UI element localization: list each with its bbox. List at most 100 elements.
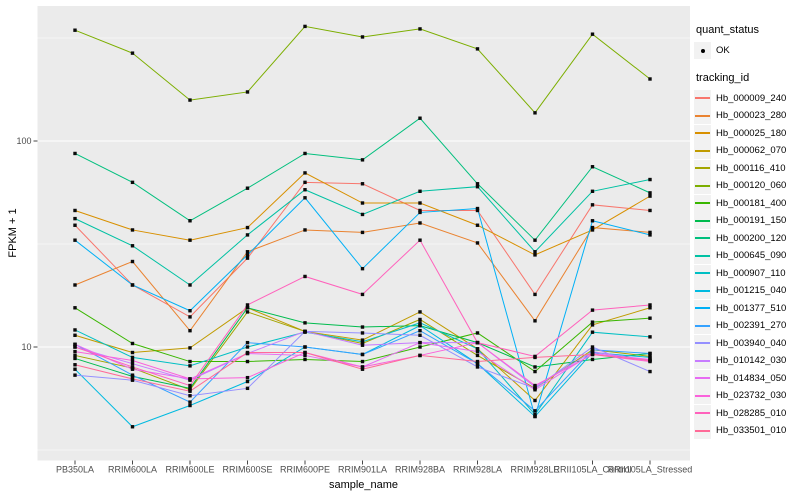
x-tick-label: RRIM600SE <box>222 465 272 475</box>
data-point <box>648 194 652 198</box>
legend-line-icon <box>695 254 710 257</box>
legend-line-icon <box>695 412 710 415</box>
data-point <box>130 365 135 369</box>
data-point <box>73 208 77 213</box>
legend-key-swatch <box>694 422 711 440</box>
data-point <box>245 250 250 254</box>
data-point <box>73 283 77 287</box>
x-axis-title: sample_name <box>328 479 399 491</box>
data-point <box>533 412 537 417</box>
data-point <box>590 203 595 207</box>
data-point <box>360 230 365 235</box>
x-tick-label: RRIM928LA <box>453 465 502 475</box>
legend-key-swatch <box>694 334 711 352</box>
data-point <box>648 369 652 374</box>
data-point <box>418 340 422 345</box>
data-point <box>188 359 192 364</box>
legend-key-swatch <box>694 142 711 160</box>
data-point <box>418 201 422 205</box>
data-point <box>245 375 250 380</box>
data-point <box>418 323 422 328</box>
data-point <box>73 328 77 332</box>
data-point <box>303 24 307 29</box>
x-tick-label: RRII105LA_Stressed <box>608 465 693 475</box>
data-point <box>590 189 595 193</box>
data-point <box>303 345 307 349</box>
data-point <box>648 191 652 195</box>
x-tick-label: PB350LA <box>56 465 94 475</box>
data-point <box>303 274 307 279</box>
point-marker-icon <box>700 48 705 53</box>
data-point <box>648 208 652 213</box>
data-point <box>188 400 192 404</box>
data-point <box>475 365 480 369</box>
legend-item-Hb_003940_040: Hb_003940_040 <box>694 334 800 353</box>
data-point <box>245 386 250 391</box>
data-point <box>130 244 135 248</box>
legend-item-Hb_000009_240: Hb_000009_240 <box>694 89 800 108</box>
legend-key-ok <box>694 42 711 60</box>
data-point <box>533 238 537 242</box>
legend-item-Hb_000181_400: Hb_000181_400 <box>694 194 800 213</box>
data-point <box>590 323 595 327</box>
data-point <box>73 342 77 347</box>
legend-key-swatch <box>694 212 711 230</box>
x-tick-label: RRIM901LA <box>338 465 387 475</box>
legend-line-icon <box>695 272 710 275</box>
data-point <box>590 219 595 223</box>
data-point <box>73 223 77 227</box>
data-point <box>533 253 537 257</box>
data-point <box>303 228 307 232</box>
data-point <box>245 90 250 94</box>
data-point <box>73 349 77 354</box>
data-point <box>245 233 250 237</box>
data-point <box>130 373 135 377</box>
data-point <box>533 369 537 374</box>
data-point <box>533 409 537 413</box>
data-point <box>245 253 250 257</box>
data-point <box>360 292 365 297</box>
data-point <box>648 351 652 356</box>
data-point <box>188 98 192 102</box>
legend-item-Hb_001377_510: Hb_001377_510 <box>694 299 800 318</box>
data-point <box>245 303 250 307</box>
legend-item-Hb_028285_010: Hb_028285_010 <box>694 404 800 423</box>
legend-label: Hb_023732_030 <box>716 390 787 402</box>
data-point <box>648 316 652 320</box>
data-point <box>130 367 135 371</box>
y-tick-label: 10 <box>21 342 31 352</box>
data-point <box>360 212 365 217</box>
legend-label: Hb_000116_410 <box>716 162 786 174</box>
legend-item-Hb_000025_180: Hb_000025_180 <box>694 124 800 143</box>
legend-key-swatch <box>694 299 711 317</box>
data-point <box>533 398 537 403</box>
data-point <box>130 355 135 360</box>
data-point <box>188 389 192 393</box>
data-point <box>73 333 77 337</box>
legend-label: Hb_000181_400 <box>716 197 787 209</box>
data-point <box>73 345 77 349</box>
legend-key-swatch <box>694 247 711 265</box>
data-point <box>360 331 365 335</box>
legend-label: Hb_000062_070 <box>716 145 787 157</box>
data-point <box>303 329 307 334</box>
data-point <box>475 347 480 351</box>
data-point <box>188 403 192 408</box>
data-point <box>533 414 537 419</box>
data-point <box>130 180 135 185</box>
legend-key-swatch <box>694 387 711 405</box>
legend-title-quant-status: quant_status <box>696 24 759 36</box>
legend-label: Hb_000023_280 <box>716 110 787 122</box>
legend-line-icon <box>695 149 710 152</box>
data-point <box>130 51 135 55</box>
data-point <box>360 158 365 162</box>
legend-line-icon <box>695 342 710 345</box>
x-tick-label: RRII105LA_Control <box>553 465 631 475</box>
legend-label: Hb_001377_510 <box>716 302 787 314</box>
x-tick-label: RRIM928BA <box>395 465 445 475</box>
data-point <box>360 341 365 346</box>
x-tick-label: RRIM600PE <box>280 465 330 475</box>
data-point <box>73 306 77 310</box>
legend-item-Hb_000907_110: Hb_000907_110 <box>694 264 800 283</box>
data-point <box>475 359 480 364</box>
